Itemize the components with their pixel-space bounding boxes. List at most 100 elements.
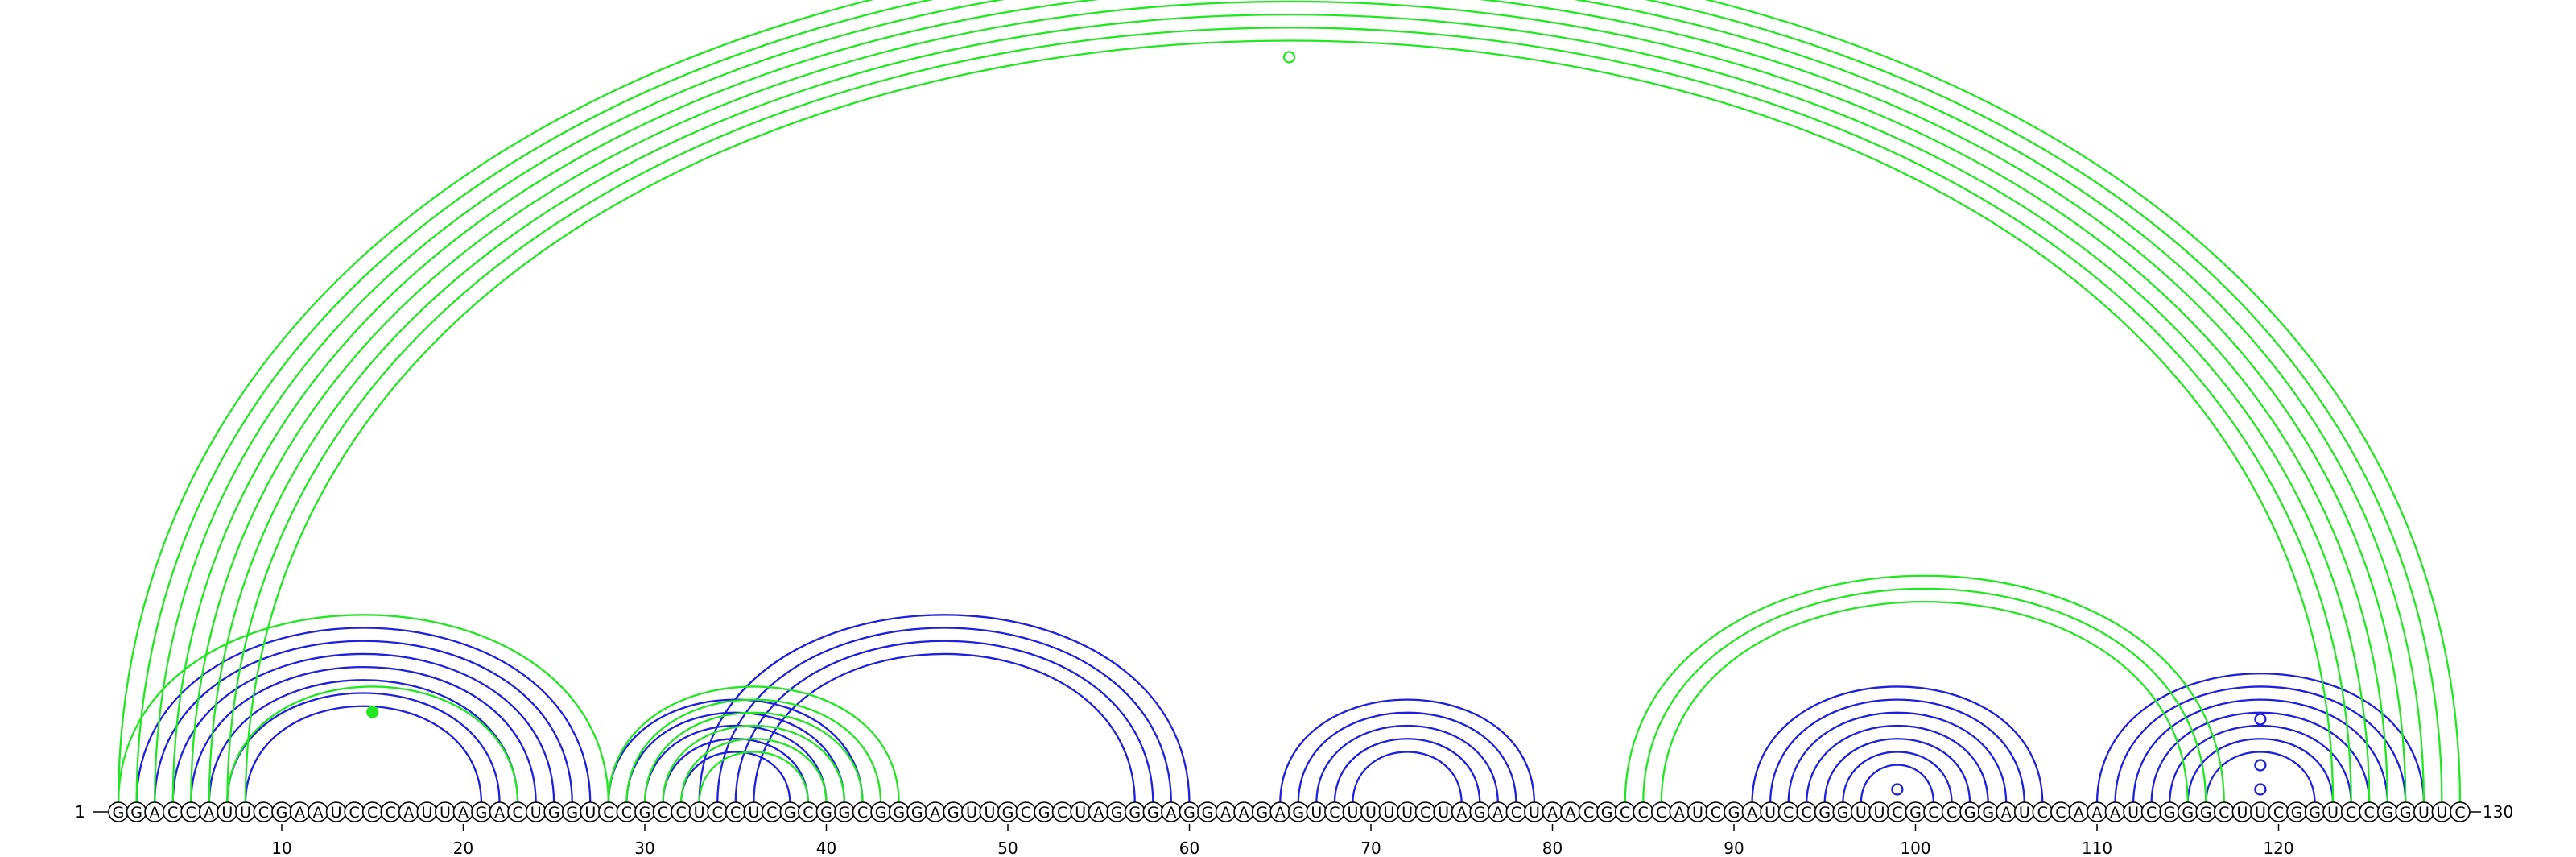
nucleotide-letter: U (2128, 804, 2139, 822)
green-pair-arc (244, 39, 2334, 805)
sequence-start-label: 1 (75, 802, 85, 822)
nucleotide-letter: C (386, 804, 396, 822)
green-pair-arc (117, 0, 2462, 805)
green-pair-arc (208, 14, 2371, 805)
green-pair-arc (1660, 601, 2189, 805)
nucleotide-letter: C (1329, 804, 1340, 822)
green-pair-arc (226, 27, 2352, 805)
nucleotide-letter: C (2146, 804, 2157, 822)
nucleotide-letter: G (476, 804, 488, 822)
nucleotide-letter: C (658, 804, 668, 822)
nucleotide-letter: G (276, 804, 288, 822)
nucleotide-letter: G (784, 804, 796, 822)
nucleotide-letter: G (2309, 804, 2321, 822)
blue-pair-arc (135, 627, 592, 805)
nucleotide-letter: C (1511, 804, 1521, 822)
blue-pair-arc (244, 705, 483, 805)
nucleotide-letter: U (1529, 804, 1540, 822)
nucleotide-letter: C (512, 804, 522, 822)
nucleotide-letter: C (1638, 804, 1649, 822)
nucleotide-letter: A (1492, 804, 1503, 822)
nucleotide-letter: U (530, 804, 542, 822)
nucleotide-letter: C (2037, 804, 2048, 822)
nucleotide-letter: C (2055, 804, 2066, 822)
nucleotide-letter: A (1547, 804, 1558, 822)
nucleotide-letter: U (1692, 804, 1703, 822)
nucleotide-letter: C (730, 804, 741, 822)
blue-pair-arc (1860, 764, 1935, 805)
blue-pair-arc (190, 665, 537, 805)
green-pair-arc (190, 0, 2388, 805)
blue-pair-arcs (135, 614, 2425, 805)
nucleotide-letter: U (1347, 804, 1358, 822)
nucleotide-letter: G (2200, 804, 2212, 822)
nucleotide-letter: G (2291, 804, 2303, 822)
nucleotide-letter: G (2164, 804, 2176, 822)
nucleotide-letter: C (1783, 804, 1794, 822)
blue-arc-marker (2254, 713, 2267, 726)
axis-tick-label: 80 (1542, 838, 1563, 857)
nucleotide-letter: G (947, 804, 960, 822)
nucleotide-letter: G (548, 804, 560, 822)
nucleotide-letter: C (349, 804, 360, 822)
nucleotide-letter: A (1166, 804, 1176, 822)
green-pair-arc (135, 0, 2443, 805)
nucleotide-letter: U (1365, 804, 1377, 822)
nucleotide-letter: C (1946, 804, 1957, 822)
nucleotide-letter: A (1747, 804, 1757, 822)
blue-pair-arc (2205, 751, 2316, 805)
nucleotide-letter: U (2327, 804, 2339, 822)
green-pair-arc (643, 711, 864, 805)
nucleotide-letter: A (150, 804, 160, 822)
blue-pair-arc (625, 711, 846, 805)
nucleotide-letter: A (1456, 804, 1467, 822)
axis-tick-label: 50 (997, 838, 1018, 857)
blue-pair-arc (1315, 725, 1499, 805)
blue-pair-arc (734, 640, 1154, 805)
blue-pair-arc (1279, 698, 1536, 805)
nucleotide-letter: C (167, 804, 178, 822)
nucleotide-letter: C (2364, 804, 2375, 822)
nucleotide-letter: U (2436, 804, 2447, 822)
nucleotide-letter: G (1111, 804, 1123, 822)
nucleotide-letter: G (1909, 804, 1922, 822)
nucleotide-letter: A (1674, 804, 1685, 822)
nucleotide-letter: G (1256, 804, 1268, 822)
axis-tick-label: 100 (1900, 838, 1930, 857)
blue-pair-arc (716, 627, 1173, 805)
blue-pair-arc (698, 614, 1191, 805)
green-pair-arc (662, 725, 846, 805)
axis-tick-label: 120 (2263, 838, 2293, 857)
nucleotide-letter: U (331, 804, 342, 822)
nucleotide-letter: U (440, 804, 451, 822)
green-pair-arc (117, 614, 610, 805)
axis-tick-label: 30 (634, 838, 654, 857)
nucleotide-letter: G (1982, 804, 1994, 822)
nucleotide-letter: G (893, 804, 905, 822)
nucleotide-letter: C (2346, 804, 2356, 822)
nucleotide-letter: C (803, 804, 813, 822)
nucleotide-letter: G (1183, 804, 1195, 822)
nucleotide-letter: A (2074, 804, 2084, 822)
nucleotide-letter: A (2110, 804, 2120, 822)
green-arc-marker (1282, 51, 1296, 64)
nucleotide-letter: C (1021, 804, 1031, 822)
green-pair-arc (153, 0, 2425, 805)
nucleotide-letter: C (1928, 804, 1938, 822)
nucleotide-letter: G (1292, 804, 1304, 822)
green-pair-arcs (117, 0, 2462, 805)
nucleotide-letter: C (675, 804, 686, 822)
blue-pair-arc (2169, 725, 2352, 805)
axis-tick-label: 40 (816, 838, 836, 857)
nucleotide-letter: G (820, 804, 832, 822)
green-pair-arc (1642, 587, 2207, 805)
axis-tick-label: 90 (1724, 838, 1744, 857)
blue-pair-arc (1842, 751, 1953, 805)
nucleotide-letter: U (584, 804, 596, 822)
green-pair-arc (625, 698, 882, 805)
axis-tick-label: 20 (453, 838, 473, 857)
nucleotide-letter: U (1438, 804, 1449, 822)
nucleotide-letter: U (694, 804, 705, 822)
axis-tick-label: 60 (1179, 838, 1199, 857)
nucleotide-letter: U (221, 804, 233, 822)
